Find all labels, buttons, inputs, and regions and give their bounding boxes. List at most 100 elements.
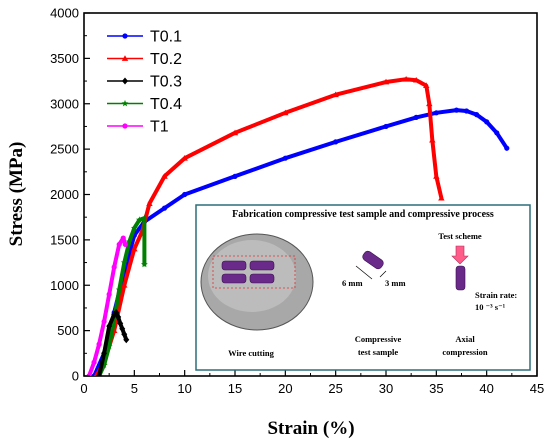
cut-sample xyxy=(221,273,247,284)
dim-6mm-line xyxy=(355,265,373,280)
data-point xyxy=(438,194,445,201)
data-point xyxy=(282,109,289,116)
y-tick-label: 0 xyxy=(72,369,79,384)
data-point xyxy=(232,173,238,179)
data-point xyxy=(121,330,128,338)
test-sample-cylinder xyxy=(362,250,384,270)
data-point xyxy=(382,78,390,85)
data-point xyxy=(433,173,440,179)
y-axis-label: Stress (MPa) xyxy=(6,142,27,247)
data-point xyxy=(426,100,433,107)
dim-3mm-line xyxy=(379,270,387,278)
data-point xyxy=(96,372,103,376)
x-tick-label: 10 xyxy=(177,381,191,396)
data-point xyxy=(120,235,126,241)
data-point xyxy=(119,325,126,333)
data-point xyxy=(130,224,138,231)
x-tick-label: 15 xyxy=(228,381,242,396)
legend: T0.1 T0.2 T0.3 T0.4 T1 xyxy=(107,29,182,136)
data-point xyxy=(494,130,500,136)
data-point xyxy=(115,313,122,321)
data-point xyxy=(106,322,113,330)
label-test-scheme: Test scheme xyxy=(438,231,482,241)
data-point xyxy=(101,349,108,357)
data-point xyxy=(121,282,128,288)
inset-title: Fabrication compressive test sample and … xyxy=(232,209,494,220)
data-point xyxy=(116,241,122,248)
x-axis-label: Strain (%) xyxy=(267,418,354,439)
data-point xyxy=(181,155,188,161)
label-compression-line2: compression xyxy=(442,347,487,357)
series-T0.3 xyxy=(96,308,130,376)
data-point xyxy=(282,155,288,161)
data-point xyxy=(474,112,480,118)
cut-sample xyxy=(249,273,275,284)
data-point xyxy=(231,129,239,136)
legend-label: T0.4 xyxy=(150,96,182,113)
legend-marker xyxy=(122,33,128,39)
data-point xyxy=(332,91,339,98)
series-T1 xyxy=(86,235,128,376)
series-line xyxy=(94,77,444,376)
legend-marker xyxy=(121,55,129,61)
data-point xyxy=(91,359,97,365)
data-point xyxy=(182,191,188,198)
legend-marker xyxy=(122,123,128,129)
data-point xyxy=(100,361,108,369)
label-compression-line1: Axial xyxy=(455,334,475,344)
label-sample-line2: test sample xyxy=(358,347,399,357)
data-point xyxy=(161,173,168,179)
y-tick-label: 3500 xyxy=(50,51,79,66)
data-point xyxy=(122,241,128,248)
x-tick-label: 45 xyxy=(530,381,544,396)
data-point xyxy=(140,260,148,268)
data-point xyxy=(383,123,389,130)
data-point xyxy=(140,214,148,222)
data-point xyxy=(105,342,113,349)
axes: 0 5 10 15 20 25 30 35 40 45 0 500 1000 1500 2000 2500 30… xyxy=(50,6,544,397)
y-tick-label: 2000 xyxy=(50,187,79,202)
data-point xyxy=(135,216,143,223)
cut-sample xyxy=(221,260,247,271)
series-lines xyxy=(86,76,510,376)
x-tick-label: 30 xyxy=(379,381,393,396)
label-3mm: 3 mm xyxy=(385,278,406,288)
legend-label: T0.2 xyxy=(150,51,182,68)
legend-label: T0.3 xyxy=(150,74,182,91)
legend-item: T1 xyxy=(107,119,169,136)
data-point xyxy=(120,258,128,266)
legend-item: T0.1 xyxy=(107,29,182,46)
legend-label: T1 xyxy=(150,119,169,136)
y-tick-label: 3000 xyxy=(50,96,79,111)
data-point xyxy=(161,205,168,211)
axial-sample-cylinder xyxy=(455,265,466,291)
data-point xyxy=(402,76,410,82)
label-strain-rate-line1: Strain rate: xyxy=(475,290,517,300)
data-point xyxy=(453,107,460,113)
x-tick-label: 0 xyxy=(80,381,87,396)
data-point xyxy=(115,286,123,293)
data-point xyxy=(125,238,133,245)
data-point xyxy=(96,341,102,347)
legend-item: T0.4 xyxy=(107,96,182,113)
data-point xyxy=(433,110,439,116)
compression-arrow-icon xyxy=(451,245,469,265)
cut-sample xyxy=(249,260,275,271)
data-point xyxy=(101,318,107,325)
x-tick-label: 5 xyxy=(131,381,138,396)
data-point xyxy=(423,82,430,88)
fabrication-inset: Fabrication compressive test sample and … xyxy=(195,204,531,371)
legend-label: T0.1 xyxy=(150,29,182,46)
x-tick-label: 20 xyxy=(278,381,292,396)
data-point xyxy=(429,136,436,143)
data-point xyxy=(86,373,92,376)
legend-item: T0.3 xyxy=(107,74,182,91)
label-sample-line1: Compressive xyxy=(355,334,402,344)
data-point xyxy=(146,200,153,206)
y-tick-label: 4000 xyxy=(50,6,79,21)
y-tick-label: 1500 xyxy=(50,232,79,247)
label-wire-cutting: Wire cutting xyxy=(228,348,274,358)
data-point xyxy=(131,245,138,252)
data-point xyxy=(504,145,510,151)
